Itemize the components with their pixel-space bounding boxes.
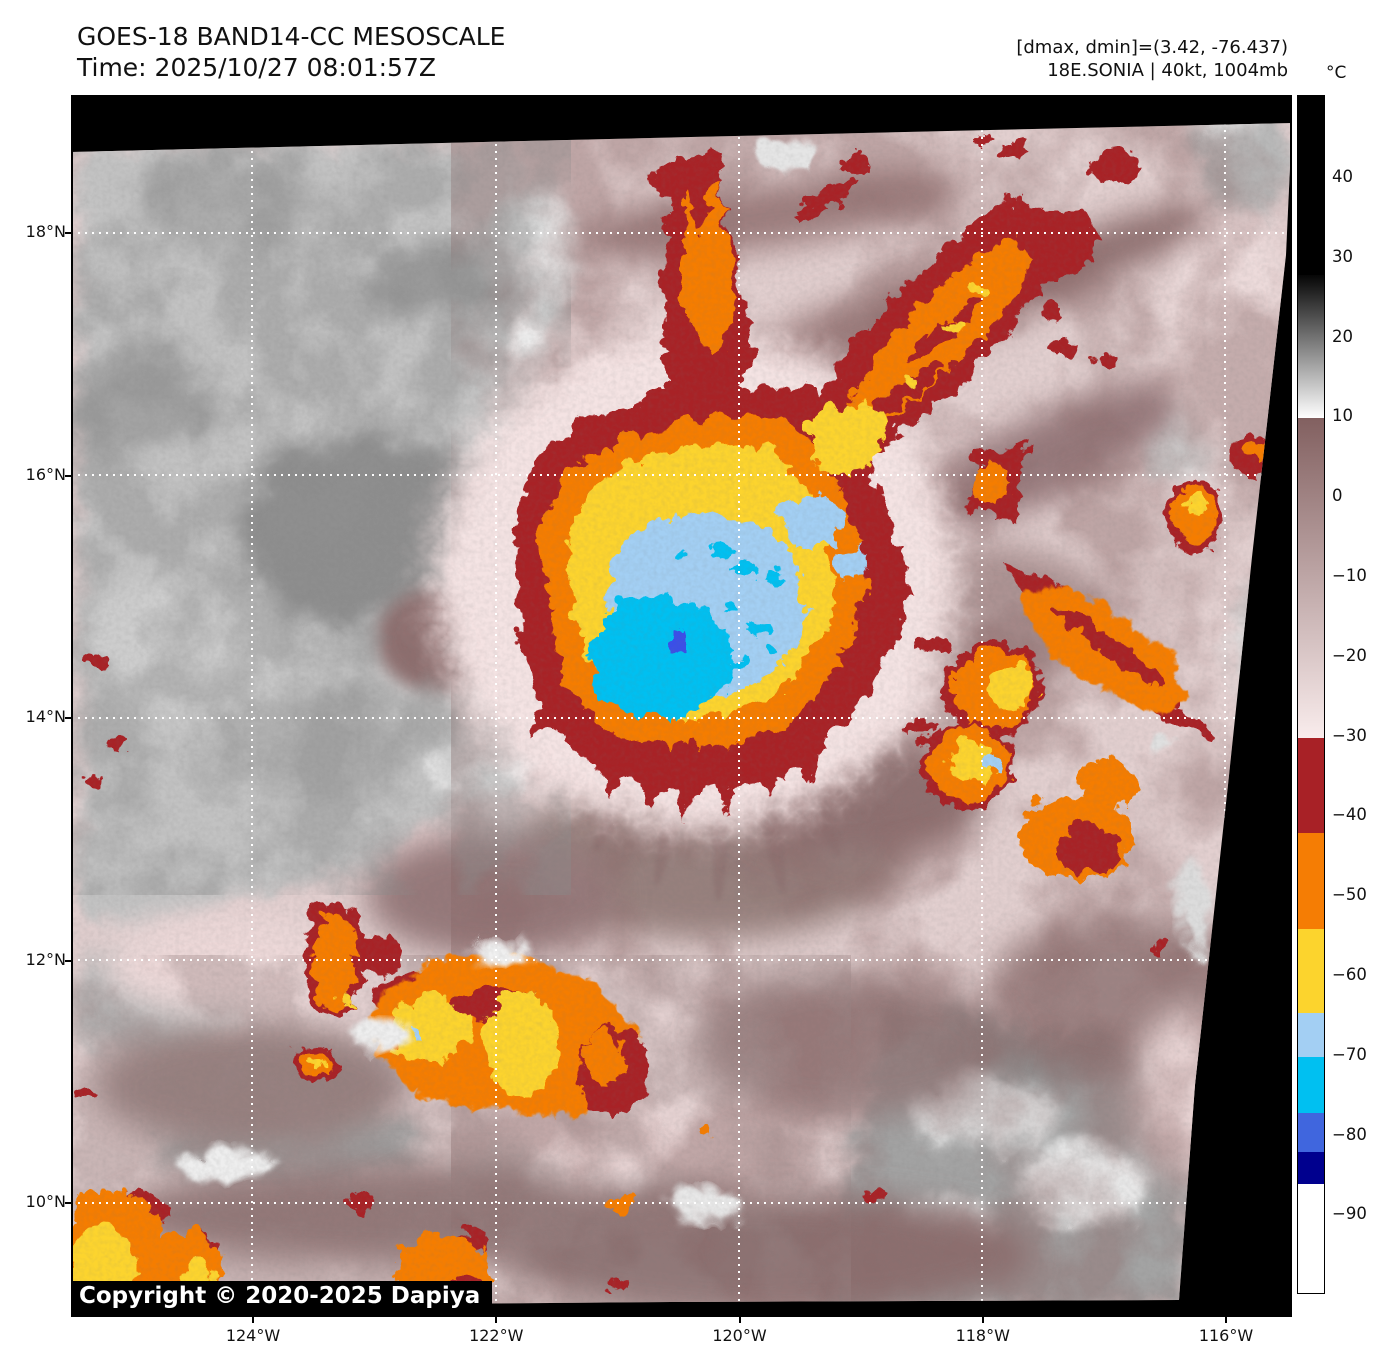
- colorbar-tick-label: −90: [1332, 1204, 1367, 1224]
- lon-label-116W: 116°W: [1198, 1326, 1254, 1345]
- colorbar: [1297, 95, 1325, 1294]
- colorbar-tick-label: −80: [1332, 1124, 1367, 1144]
- colorbar-tick-label: −70: [1332, 1044, 1367, 1064]
- lon-tick: [738, 1317, 741, 1323]
- colorbar-segment-3: [1298, 737, 1324, 834]
- colorbar-segment-8: [1298, 1112, 1324, 1153]
- lat-label-12N: 12°N: [25, 949, 66, 969]
- colorbar-unit-label: °C: [1326, 63, 1347, 83]
- colorbar-tick-label: −40: [1332, 805, 1367, 825]
- colorbar-segment-4: [1298, 833, 1324, 930]
- image-timestamp: Time: 2025/10/27 08:01:57Z: [77, 53, 436, 82]
- lon-label-120W: 120°W: [712, 1326, 767, 1345]
- colorbar-tick-label: 40: [1332, 166, 1353, 186]
- lon-label-122W: 122°W: [469, 1326, 524, 1345]
- colorbar-tick-label: −10: [1332, 565, 1367, 585]
- colorbar-segment-10: [1298, 1184, 1324, 1293]
- lat-tick: [65, 1202, 71, 1204]
- colorbar-tick-label: −60: [1332, 964, 1367, 984]
- colorbar-tick-label: 0: [1332, 486, 1343, 506]
- lat-tick: [65, 232, 71, 234]
- colorbar-segment-6: [1298, 1012, 1324, 1057]
- image-title: GOES-18 BAND14-CC MESOSCALE: [77, 22, 506, 51]
- lon-tick: [252, 1317, 254, 1323]
- colorbar-tick-label: 10: [1332, 406, 1353, 426]
- graticule: [71, 123, 1292, 1307]
- colorbar-tick-label: −50: [1332, 885, 1367, 905]
- colorbar-segment-1: [1298, 274, 1324, 419]
- dmax-dmin-readout: [dmax, dmin]=(3.42, -76.437): [1016, 37, 1288, 58]
- colorbar-segment-0: [1298, 96, 1324, 275]
- lon-tick: [1225, 1317, 1227, 1323]
- swath-scene: [71, 123, 1292, 1307]
- lat-label-10N: 10°N: [25, 1192, 66, 1211]
- lat-tick: [65, 717, 71, 719]
- map-plot-area: [71, 95, 1293, 1317]
- colorbar-segment-5: [1298, 929, 1324, 1013]
- lat-label-14N: 14°N: [25, 707, 66, 726]
- colorbar-segment-2: [1298, 418, 1324, 738]
- colorbar-tick-label: −20: [1332, 645, 1367, 665]
- colorbar-tick-label: −30: [1332, 725, 1367, 745]
- lon-label-124W: 124°W: [225, 1326, 281, 1345]
- storm-info: 18E.SONIA | 40kt, 1004mb: [1047, 60, 1288, 81]
- lat-tick: [65, 474, 71, 477]
- copyright-watermark: Copyright © 2020-2025 Dapiya: [71, 1281, 493, 1314]
- satellite-image: [71, 95, 1292, 1317]
- lon-label-118W: 118°W: [955, 1326, 1010, 1345]
- colorbar-segment-9: [1298, 1152, 1324, 1185]
- lat-label-16N: 16°N: [25, 464, 66, 484]
- colorbar-segment-7: [1298, 1056, 1324, 1113]
- colorbar-tick-label: 30: [1332, 246, 1353, 266]
- lat-tick: [65, 959, 71, 962]
- colorbar-tick-label: 20: [1332, 326, 1353, 346]
- lon-tick: [495, 1317, 498, 1323]
- lon-tick: [981, 1317, 984, 1323]
- axes-frame: [71, 95, 1292, 1317]
- lat-label-18N: 18°N: [25, 222, 66, 241]
